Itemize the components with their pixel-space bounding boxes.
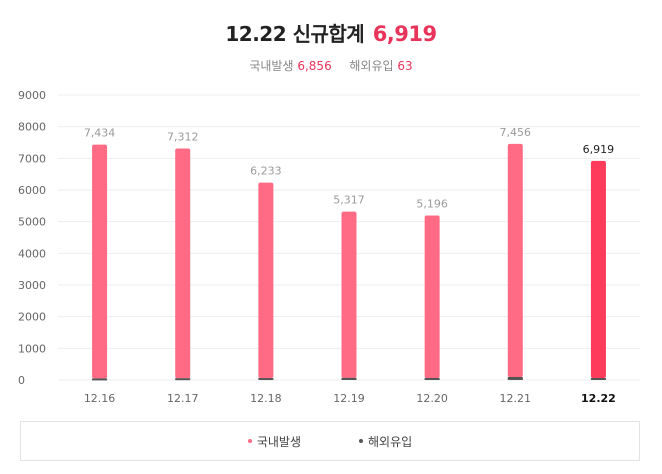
bar-domestic [92,144,108,379]
legend-label-domestic: 국내발생 [256,434,301,449]
date-label: 12.22 [225,22,287,46]
x-tick-label: 12.18 [250,392,282,405]
chart-title: 12.22 신규합계 6,919 [0,18,662,47]
bar-overseas [341,377,357,380]
x-tick-label: 12.22 [581,392,616,405]
bar-overseas [92,378,108,381]
total-value: 6,919 [372,22,437,46]
legend-item-domestic[interactable]: 국내발생 [247,433,301,450]
bar-value-label: 6,233 [250,165,282,178]
legend-dot-overseas-icon [359,439,363,443]
bar-chart: 0 1000 2000 3000 4000 5000 6000 7000 8000 9000 7,4… [18,89,640,405]
y-tick-label: 7000 [18,152,46,165]
bar-domestic [424,215,440,378]
legend-item-overseas[interactable]: 해외유입 [359,433,412,450]
y-tick-label: 5000 [18,216,46,229]
bar-overseas [590,378,606,381]
bar-overseas [175,378,191,381]
y-tick-label: 9000 [18,89,46,102]
chart-legend: 국내발생 해외유입 [20,421,640,461]
y-tick-label: 8000 [18,121,46,134]
y-tick-label: 1000 [18,342,46,355]
y-tick-label: 3000 [18,279,46,292]
bar-domestic [507,143,523,377]
bar-overseas [424,377,440,380]
bar-value-label: 7,456 [500,126,532,139]
x-tick-label: 12.17 [167,392,199,405]
x-tick-label: 12.20 [416,392,448,405]
y-tick-label: 6000 [18,184,46,197]
bar-value-label: 5,317 [333,194,365,207]
chart-subtitle: 국내발생 6,856 해외유입 63 [0,57,662,74]
bar-domestic [258,182,274,379]
chart-header: 12.22 신규합계 6,919 국내발생 6,856 해외유입 63 [0,18,662,74]
overseas-label: 해외유입 [349,59,394,73]
domestic-value: 6,856 [297,59,332,73]
legend-dot-domestic-icon [247,439,252,443]
x-tick-label: 12.19 [333,392,365,405]
bar-overseas [507,376,523,380]
title-label: 신규합계 [292,22,365,46]
overseas-value: 63 [397,59,413,73]
y-tick-label: 4000 [18,247,46,260]
bar-domestic [341,211,357,378]
domestic-label: 국내발생 [249,59,294,73]
y-tick-label: 2000 [18,311,46,324]
bar-value-label: 7,434 [84,127,116,140]
x-tick-label: 12.21 [500,392,532,405]
bar-overseas [258,378,274,381]
bar-domestic [590,160,606,379]
x-tick-label: 12.16 [84,392,116,405]
bar-value-label: 6,919 [583,143,615,156]
bar-value-label: 5,196 [416,197,448,210]
y-tick-label: 0 [18,374,25,387]
bar-value-label: 7,312 [167,130,199,143]
legend-label-overseas: 해외유입 [368,434,413,449]
bar-domestic [175,148,191,379]
